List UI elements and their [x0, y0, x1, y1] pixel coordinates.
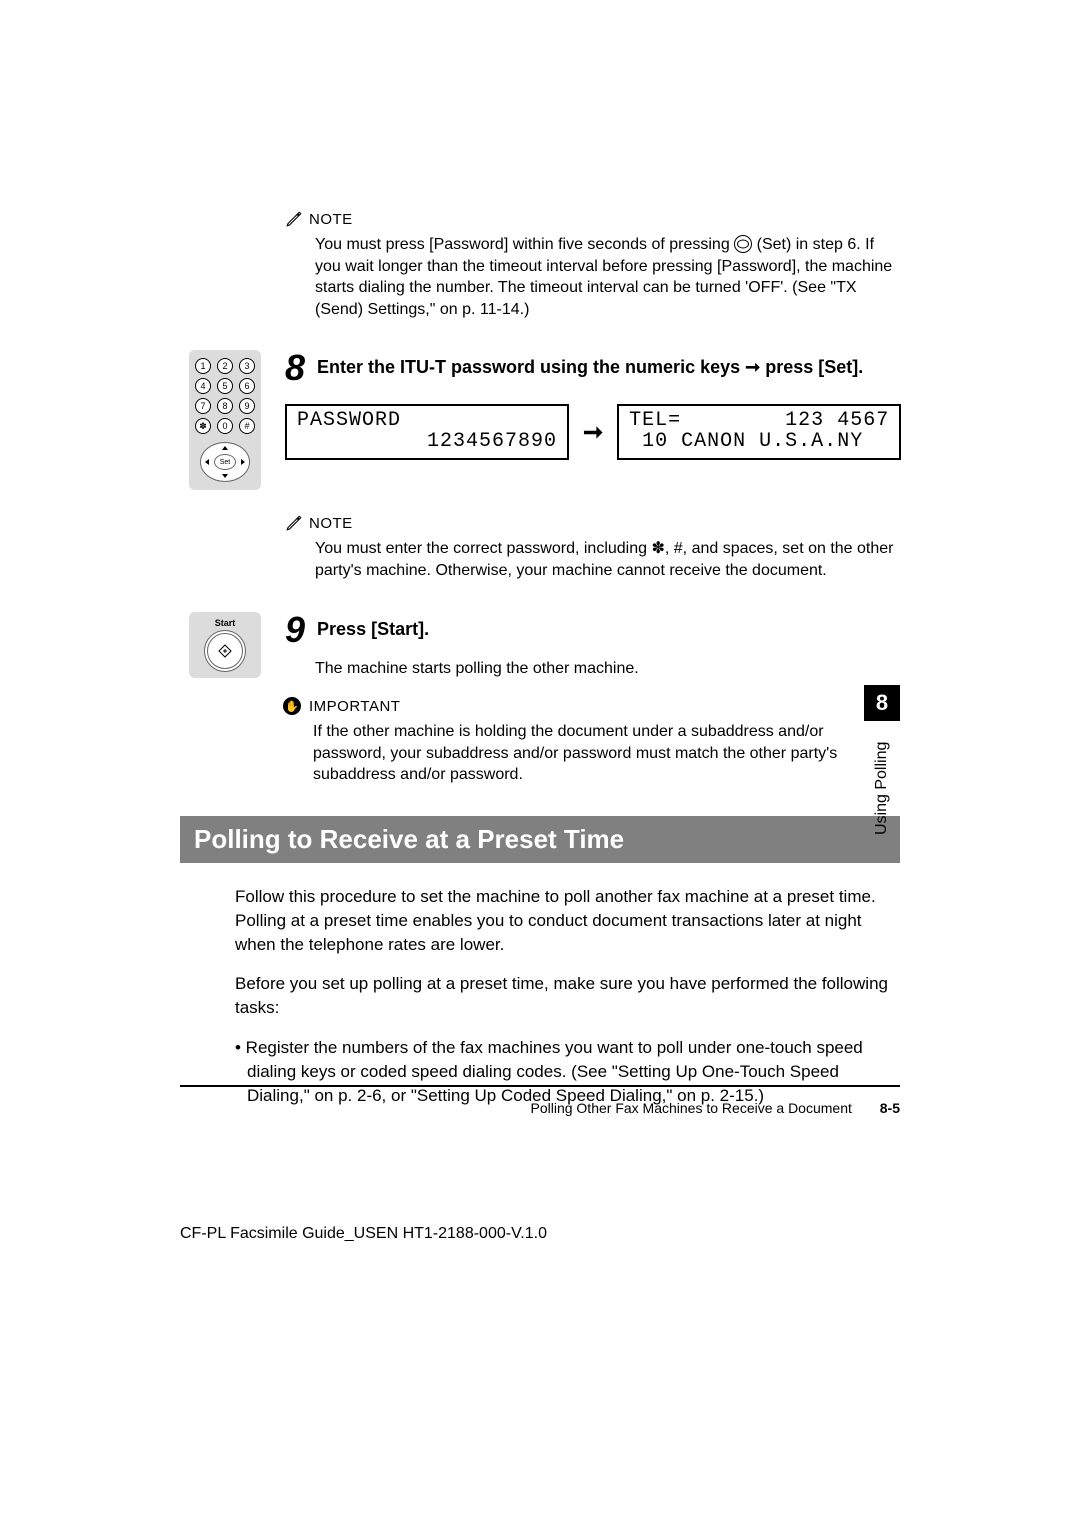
step-8: 1 2 3 4 5 6 7 8 9 ✽ 0 #	[180, 350, 900, 490]
pencil-icon	[285, 514, 303, 532]
keypad-icon-col: 1 2 3 4 5 6 7 8 9 ✽ 0 #	[180, 350, 285, 490]
note-block-2: NOTE You must enter the correct password…	[285, 514, 900, 581]
set-icon-inline	[734, 235, 752, 253]
step-9-title: Press [Start].	[317, 618, 429, 641]
step-8-heading: 8 Enter the ITU-T password using the num…	[285, 350, 901, 386]
key-6: 6	[239, 378, 255, 394]
note1-part1: You must press [Password] within five se…	[315, 236, 734, 253]
step-8-title: Enter the ITU-T password using the numer…	[317, 356, 863, 379]
key-0: 0	[217, 418, 233, 434]
important-label: IMPORTANT	[309, 698, 400, 715]
start-icon-col: Start	[180, 612, 285, 678]
nav-up-icon	[222, 446, 228, 450]
key-9: 9	[239, 398, 255, 414]
key-5: 5	[217, 378, 233, 394]
footer-rule	[180, 1085, 900, 1087]
important-header: ✋ IMPORTANT	[283, 697, 900, 715]
step-9-number: 9	[285, 612, 305, 648]
nav-left-icon	[205, 459, 209, 465]
key-4: 4	[195, 378, 211, 394]
nav-set-label: Set	[214, 454, 236, 470]
body-para-2: Before you set up polling at a preset ti…	[235, 972, 900, 1020]
note-text-2: You must enter the correct password, inc…	[315, 538, 900, 581]
important-text: If the other machine is holding the docu…	[313, 721, 900, 786]
lcd-arrow-icon: ➞	[583, 418, 603, 447]
bullet-1: • Register the numbers of the fax machin…	[235, 1036, 900, 1107]
note-header-2: NOTE	[285, 514, 900, 532]
lcd-display-1: PASSWORD 1234567890	[285, 404, 569, 460]
numeric-keypad-icon: 1 2 3 4 5 6 7 8 9 ✽ 0 #	[189, 350, 261, 490]
important-block: ✋ IMPORTANT If the other machine is hold…	[285, 697, 900, 786]
step-9-content: 9 Press [Start]. The machine starts poll…	[285, 612, 900, 786]
body-para-1: Follow this procedure to set the machine…	[235, 885, 900, 956]
step-9-heading: 9 Press [Start].	[285, 612, 900, 648]
key-2: 2	[217, 358, 233, 374]
note-block-1: NOTE You must press [Password] within fi…	[285, 210, 900, 320]
key-star: ✽	[195, 418, 211, 434]
lcd2-line2: 10 CANON U.S.A.NY	[629, 430, 863, 453]
page: NOTE You must press [Password] within fi…	[0, 0, 1080, 1528]
tab-chapter-text: Using Polling	[864, 733, 900, 843]
key-7: 7	[195, 398, 211, 414]
nav-pad-icon: Set	[200, 442, 250, 482]
note-label-2: NOTE	[309, 515, 353, 532]
document-id: CF-PL Facsimile Guide_USEN HT1-2188-000-…	[180, 1225, 547, 1243]
note-header: NOTE	[285, 210, 900, 228]
start-button-icon: Start	[189, 612, 261, 678]
step8-title-pre: Enter the ITU-T password using the numer…	[317, 357, 745, 377]
footer-line: Polling Other Fax Machines to Receive a …	[531, 1100, 901, 1116]
tab-chapter-number: 8	[864, 685, 900, 721]
start-glyph-icon	[218, 644, 232, 658]
lcd-display-2: TEL= 123 4567 10 CANON U.S.A.NY	[617, 404, 901, 460]
key-3: 3	[239, 358, 255, 374]
step8-title-post: press [Set].	[760, 357, 863, 377]
key-1: 1	[195, 358, 211, 374]
lcd2-line1: TEL= 123 4567	[629, 409, 889, 432]
key-hash: #	[239, 418, 255, 434]
hand-stop-icon: ✋	[283, 697, 301, 715]
nav-down-icon	[222, 474, 228, 478]
step-9-body: The machine starts polling the other mac…	[315, 658, 900, 680]
chapter-side-tab: 8 Using Polling	[864, 685, 900, 843]
footer-title: Polling Other Fax Machines to Receive a …	[531, 1100, 852, 1116]
start-label: Start	[195, 618, 255, 628]
key-8: 8	[217, 398, 233, 414]
note-text-1: You must press [Password] within five se…	[315, 234, 900, 320]
step-8-number: 8	[285, 350, 305, 386]
pencil-icon	[285, 210, 303, 228]
lcd-row: PASSWORD 1234567890 ➞ TEL= 123 4567 10 C…	[285, 404, 901, 460]
step-8-content: 8 Enter the ITU-T password using the num…	[285, 350, 901, 460]
nav-right-icon	[241, 459, 245, 465]
section-heading: Polling to Receive at a Preset Time	[180, 816, 900, 863]
arrow-icon: ➞	[745, 357, 760, 377]
lcd1-line2: 1234567890	[297, 430, 557, 453]
lcd1-line1: PASSWORD	[297, 409, 401, 432]
step-9: Start 9 Press [Start]. The machine start…	[180, 612, 900, 786]
start-button-circle	[204, 630, 246, 672]
footer-page-number: 8-5	[880, 1100, 900, 1116]
note-label: NOTE	[309, 211, 353, 228]
